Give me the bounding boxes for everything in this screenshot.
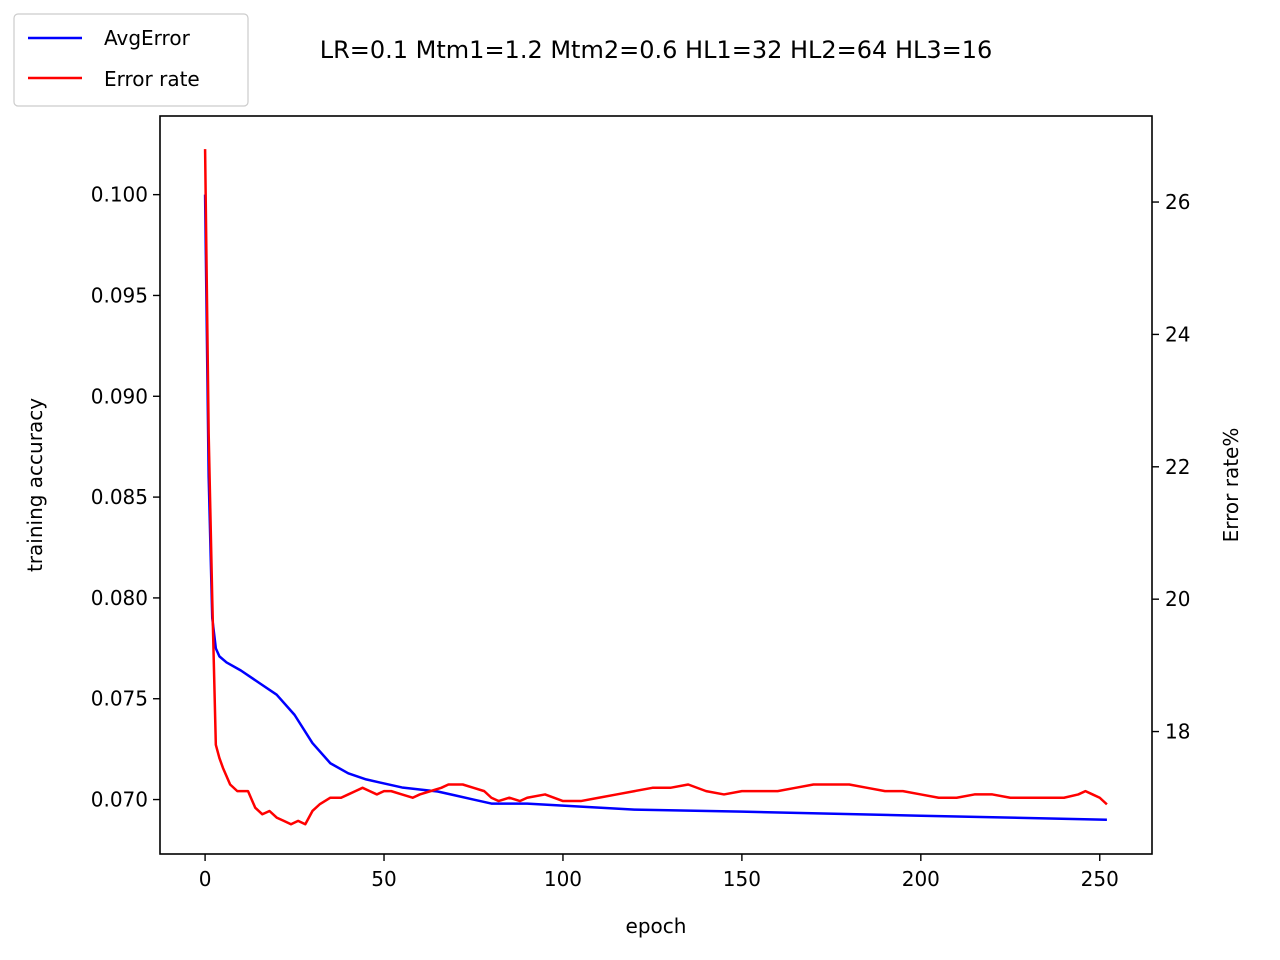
x-tick-label: 0 (199, 867, 212, 891)
x-tick-label: 100 (544, 867, 582, 891)
x-axis: 0 50 100 150 200 250 (199, 854, 1119, 891)
y-tick-label: 0.085 (91, 485, 148, 509)
y2-tick-label: 26 (1165, 190, 1190, 214)
y-axis-label: training accuracy (23, 398, 47, 572)
y2-tick-label: 24 (1165, 322, 1190, 346)
x-tick-label: 150 (723, 867, 761, 891)
legend-label-avgerror: AvgError (104, 26, 191, 50)
y-tick-label: 0.070 (91, 788, 148, 812)
legend: AvgError Error rate (13, 13, 249, 107)
legend-label-error-rate: Error rate (104, 67, 200, 91)
y2-axis-label: Error rate% (1219, 428, 1243, 543)
y-axis-left: 0.070 0.075 0.080 0.085 0.090 0.095 0.100 (91, 183, 160, 812)
y-axis-right: 18 20 22 24 26 (1152, 190, 1190, 744)
chart-title: LR=0.1 Mtm1=1.2 Mtm2=0.6 HL1=32 HL2=64 H… (320, 36, 993, 64)
y2-tick-label: 20 (1165, 587, 1190, 611)
x-tick-label: 200 (902, 867, 940, 891)
series-line-error-rate (203, 149, 1108, 826)
plot-lines (203, 149, 1108, 826)
y-tick-label: 0.075 (91, 687, 148, 711)
x-axis-label: epoch (626, 914, 687, 938)
x-tick-label: 250 (1081, 867, 1119, 891)
series-line-avgerror (203, 194, 1107, 821)
plot-frame (159, 115, 1153, 855)
y-tick-label: 0.100 (91, 183, 148, 207)
y-tick-label: 0.095 (91, 283, 148, 307)
x-tick-label: 50 (371, 867, 396, 891)
y2-tick-label: 18 (1165, 720, 1190, 744)
y-tick-label: 0.090 (91, 384, 148, 408)
y2-tick-label: 22 (1165, 455, 1190, 479)
y-tick-label: 0.080 (91, 586, 148, 610)
